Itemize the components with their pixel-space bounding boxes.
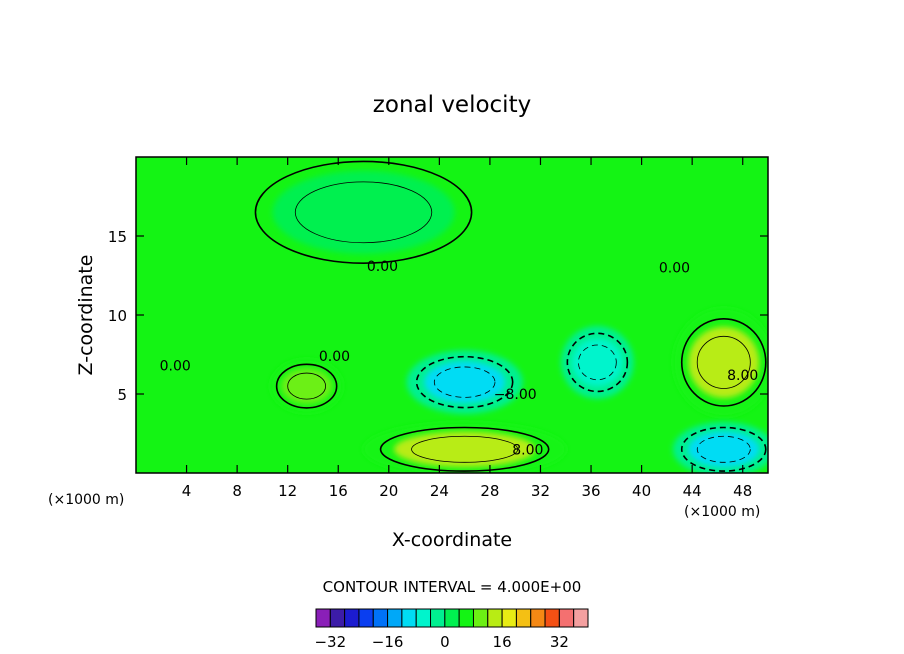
chart-title: zonal velocity: [373, 92, 531, 118]
plot-area: [136, 157, 768, 473]
contour-label: 0.00: [367, 259, 398, 275]
y-axis-label: Z-coordinate: [75, 255, 97, 376]
x-tick-label: 20: [379, 482, 398, 500]
contour-line: [294, 181, 433, 244]
y-tick-label: 5: [117, 386, 127, 404]
colorbar-swatch: [558, 608, 575, 628]
contour-line: [577, 344, 617, 381]
x-tick-label: 28: [480, 482, 499, 500]
x-tick-label: 48: [733, 482, 752, 500]
colorbar-swatch: [329, 608, 346, 628]
colorbar-swatch: [515, 608, 532, 628]
z-unit-label: (×1000 m): [48, 492, 124, 508]
x-tick-label: 24: [430, 482, 449, 500]
contour-line: [696, 335, 751, 389]
contour-line: [696, 435, 751, 463]
contour-line: [680, 426, 767, 472]
colorbar-swatch: [401, 608, 417, 628]
contour-line: [680, 317, 767, 407]
x-axis-ticks: 4 8 12 16 20 24 28 32 36 40 44 48: [182, 157, 752, 500]
velocity-regions: [270, 170, 768, 473]
x-tick-label: 8: [232, 482, 242, 500]
contour-line: [275, 363, 338, 409]
x-unit-label: (×1000 m): [684, 504, 760, 520]
x-axis-label: X-coordinate: [392, 529, 512, 551]
colorbar-swatch: [487, 608, 503, 628]
colorbar-tick-label: −32: [314, 633, 346, 651]
contour-interval-text: CONTOUR INTERVAL = 4.000E+00: [323, 578, 582, 596]
region-core: [393, 431, 536, 468]
y-tick-label: 10: [108, 307, 127, 325]
contour-label: 0.00: [319, 349, 350, 365]
colorbar-swatch: [472, 608, 489, 628]
region-core: [272, 170, 455, 254]
colorbar-swatch: [444, 608, 460, 628]
contour-label: 8.00: [512, 442, 543, 458]
colorbar-swatch: [430, 608, 446, 628]
colorbar-swatch: [372, 608, 389, 628]
y-tick-label: 15: [108, 228, 127, 246]
x-tick-label: 32: [531, 482, 550, 500]
contour-label: 0.00: [659, 261, 690, 277]
contour-line: [379, 426, 550, 472]
colorbar-swatch: [501, 608, 517, 628]
contour-label: −8.00: [494, 387, 537, 403]
contour-label: 8.00: [727, 368, 758, 384]
x-tick-label: 44: [683, 482, 702, 500]
contour-labels: 0.00 0.00 0.00 0.00 −8.00 8.00 8.00: [160, 259, 759, 458]
colorbar-tick-label: 0: [440, 633, 450, 651]
contour-line: [415, 355, 514, 409]
colorbar-tick-label: 16: [493, 633, 512, 651]
x-tick-label: 40: [632, 482, 651, 500]
contour-line: [566, 332, 629, 393]
colorbar-swatch: [415, 608, 432, 628]
y-axis-ticks: 5 10 15: [108, 228, 768, 404]
colorbar-swatch: [458, 608, 474, 628]
contour-line: [287, 372, 327, 400]
colorbar-swatch: [315, 608, 331, 628]
colorbar-swatch: [544, 608, 560, 628]
colorbar-ticks: −32 −16 0 16 32: [314, 633, 568, 651]
contour-line: [411, 435, 519, 463]
contour-line: [254, 160, 473, 264]
region-core: [688, 431, 760, 468]
region-core: [572, 338, 623, 387]
x-tick-label: 4: [182, 482, 192, 500]
contour-label: 0.00: [160, 359, 191, 375]
x-tick-label: 16: [329, 482, 348, 500]
contour-line: [433, 366, 496, 398]
colorbar-tick-label: −16: [372, 633, 404, 651]
region-core: [424, 361, 506, 403]
region-core: [688, 326, 760, 398]
colorbar-swatch: [358, 608, 374, 628]
contour-lines: [254, 160, 767, 472]
colorbar-tick-label: 32: [550, 633, 569, 651]
x-tick-label: 36: [581, 482, 600, 500]
x-tick-label: 12: [278, 482, 297, 500]
colorbar: [315, 608, 589, 628]
colorbar-swatch: [387, 608, 403, 628]
colorbar-swatch: [573, 608, 589, 628]
colorbar-swatch: [344, 608, 360, 628]
colorbar-swatch: [530, 608, 546, 628]
region-core: [281, 368, 332, 404]
